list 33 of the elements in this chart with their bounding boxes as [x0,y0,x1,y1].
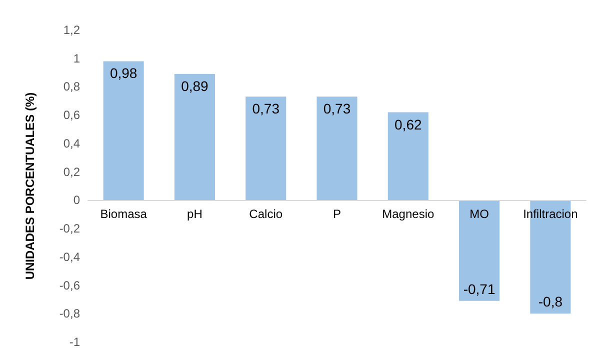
y-tick-label: 1 [73,51,80,66]
x-tick-label: Calcio [249,207,283,222]
data-label: 0,89 [181,78,209,94]
bar [246,96,286,200]
y-tick-label: -0,4 [59,250,80,264]
x-tick-label: Magnesio [382,207,434,222]
x-tick-label: Infiltracion [523,207,578,222]
x-tick-label: P [332,207,342,222]
y-tick-label: 0,8 [63,80,80,94]
y-tick-label: -0,6 [59,278,80,292]
y-tick-label: 0,2 [63,164,80,179]
data-label: 0,73 [252,100,280,117]
y-tick-label: 0 [73,193,80,208]
data-label: 0,62 [394,116,422,132]
x-tick-label: pH [187,207,202,222]
y-tick-label: -0,8 [59,306,80,321]
y-axis-title: UNIDADES PORCENTUALES (%) [23,92,37,280]
y-tick-label: -0,2 [59,222,80,236]
y-tick-label: -1 [69,335,80,349]
data-label: 0,73 [323,100,351,117]
y-tick-label: 0,6 [63,108,80,122]
bar [316,96,358,200]
data-label: -0,8 [538,294,563,310]
bar [459,200,500,301]
bar [388,112,428,200]
data-label: -0,71 [463,280,496,297]
x-tick-label: MO [470,207,489,222]
bar [103,61,144,200]
bar [174,74,215,200]
x-tick-label: Biomasa [100,207,148,222]
y-tick-label: 0,4 [63,136,80,150]
data-label: 0,98 [110,65,138,82]
y-tick-label: 1,2 [63,23,80,37]
